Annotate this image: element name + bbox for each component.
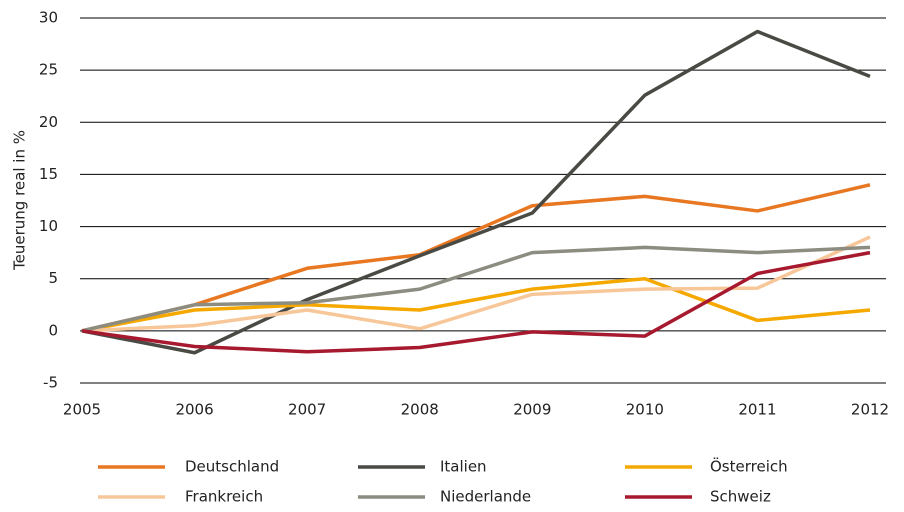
data-line [81,235,871,333]
y-tick-label: 30 [39,9,58,27]
data-line [81,250,871,354]
y-tick-label: 10 [39,217,58,235]
data-line [81,245,871,333]
legend-label: Deutschland [185,458,279,476]
legend-label: Schweiz [710,488,771,506]
legend-label: Italien [440,458,487,476]
x-tick-label: 2006 [175,401,213,419]
data-line [81,29,871,355]
legend-label: Österreich [710,457,788,476]
y-tick-label: 20 [39,113,58,131]
y-tick-label: 15 [39,165,58,183]
y-tick-label: 25 [39,61,58,79]
x-tick-label: 2008 [401,401,439,419]
x-tick-label: 2012 [851,401,889,419]
y-tick-label: 0 [48,321,58,339]
x-tick-label: 2007 [288,401,326,419]
x-tick-label: 2009 [513,401,551,419]
y-tick-label: -5 [43,374,58,392]
data-line [81,183,871,333]
x-tick-label: 2011 [738,401,776,419]
legend-label: Frankreich [185,488,263,506]
x-tick-label: 2010 [626,401,664,419]
y-axis-label: Teuerung real in % [11,130,29,271]
y-tick-label: 5 [48,269,58,287]
legend-label: Niederlande [440,488,531,506]
x-tick-label: 2005 [63,401,101,419]
data-line [81,276,871,333]
